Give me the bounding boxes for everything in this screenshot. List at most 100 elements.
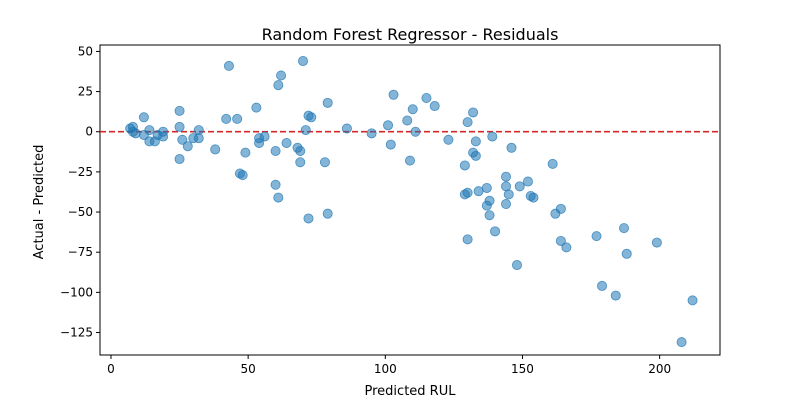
y-tick-label: −125 (60, 326, 93, 340)
scatter-point (621, 248, 632, 259)
scatter-point (459, 160, 470, 171)
y-axis: 50 25 0 −25 −50 −75 −100 −125 (60, 44, 100, 340)
x-axis: 0 50 100 150 200 (107, 355, 671, 376)
scatter-point (490, 226, 501, 237)
scatter-point (462, 187, 473, 198)
scatter-point (182, 141, 193, 152)
x-tick-label: 100 (374, 362, 397, 376)
x-tick-label: 150 (511, 362, 534, 376)
y-axis-label: Actual - Predicted (32, 145, 47, 260)
scatter-point (385, 139, 396, 150)
scatter-point (421, 93, 432, 104)
scatter-point (130, 128, 141, 139)
scatter-point (555, 235, 566, 246)
scatter-point (144, 125, 155, 136)
scatter-point (300, 125, 311, 136)
scatter-point (610, 290, 621, 301)
scatter-point (295, 157, 306, 168)
scatter-point (501, 199, 512, 210)
scatter-point (514, 181, 525, 192)
scatter-point (295, 146, 306, 157)
scatter-point (158, 131, 169, 142)
plot-frame (99, 44, 721, 356)
scatter-point (322, 97, 333, 108)
scatter-point (366, 128, 377, 139)
scatter-point (303, 213, 314, 224)
scatter-point (468, 107, 479, 118)
scatter-point (473, 186, 484, 197)
scatter-point (597, 280, 608, 291)
scatter-point (174, 154, 185, 165)
scatter-point (561, 242, 572, 253)
scatter-point (462, 117, 473, 128)
chart-title: Random Forest Regressor - Residuals (262, 25, 559, 44)
x-tick-label: 200 (648, 362, 671, 376)
scatter-point (506, 142, 517, 153)
scatter-point (270, 179, 281, 190)
scatter-point (138, 112, 149, 123)
scatter-point (306, 112, 317, 123)
y-tick-label: −100 (60, 285, 93, 299)
scatter-point (240, 147, 251, 158)
scatter-point (503, 189, 514, 200)
y-tick-label: 50 (78, 44, 93, 58)
scatter-point (402, 115, 413, 126)
scatter-point (383, 120, 394, 131)
scatter-point (251, 102, 262, 113)
scatter-point (177, 134, 188, 145)
scatter-point (484, 195, 495, 206)
y-tick-label: −50 (68, 205, 93, 219)
scatter-point (388, 89, 399, 100)
scatter-point (210, 144, 221, 155)
scatter-point (511, 260, 522, 271)
scatter-point (470, 136, 481, 147)
scatter-point (322, 208, 333, 219)
scatter-point (651, 237, 662, 248)
scatter-point (281, 137, 292, 148)
scatter-point (522, 176, 533, 187)
scatter-point (501, 171, 512, 182)
scatter-point (470, 150, 481, 161)
scatter-point (276, 70, 287, 81)
scatter-point (547, 158, 558, 169)
scatter-point (273, 80, 284, 91)
scatter-point (429, 101, 440, 112)
y-tick-label: −25 (68, 165, 93, 179)
plot-area (99, 44, 721, 356)
x-tick-label: 0 (107, 362, 115, 376)
scatter-point (221, 113, 232, 124)
scatter-point (487, 131, 498, 142)
data-points (125, 56, 698, 348)
scatter-point (481, 182, 492, 193)
scatter-point (193, 133, 204, 144)
scatter-point (341, 123, 352, 134)
scatter-point (591, 231, 602, 242)
scatter-point (484, 210, 495, 221)
x-axis-label: Predicted RUL (365, 384, 457, 399)
scatter-point (528, 192, 539, 203)
scatter-point (407, 104, 418, 115)
scatter-point (462, 234, 473, 245)
scatter-point (223, 60, 234, 71)
scatter-point (404, 155, 415, 166)
y-tick-label: −75 (68, 245, 93, 259)
scatter-point (254, 137, 265, 148)
scatter-point (174, 105, 185, 116)
y-tick-label: 0 (85, 125, 93, 139)
scatter-point (298, 56, 309, 67)
scatter-point (237, 170, 248, 181)
scatter-point (443, 134, 454, 145)
scatter-point (273, 192, 284, 203)
scatter-point (259, 131, 270, 142)
x-tick-label: 50 (241, 362, 256, 376)
scatter-point (618, 223, 629, 234)
scatter-point (270, 146, 281, 157)
scatter-point (687, 295, 698, 306)
scatter-point (174, 121, 185, 132)
scatter-point (232, 113, 243, 124)
scatter-point (319, 157, 330, 168)
scatter-point (676, 337, 687, 348)
y-tick-label: 25 (78, 85, 93, 99)
